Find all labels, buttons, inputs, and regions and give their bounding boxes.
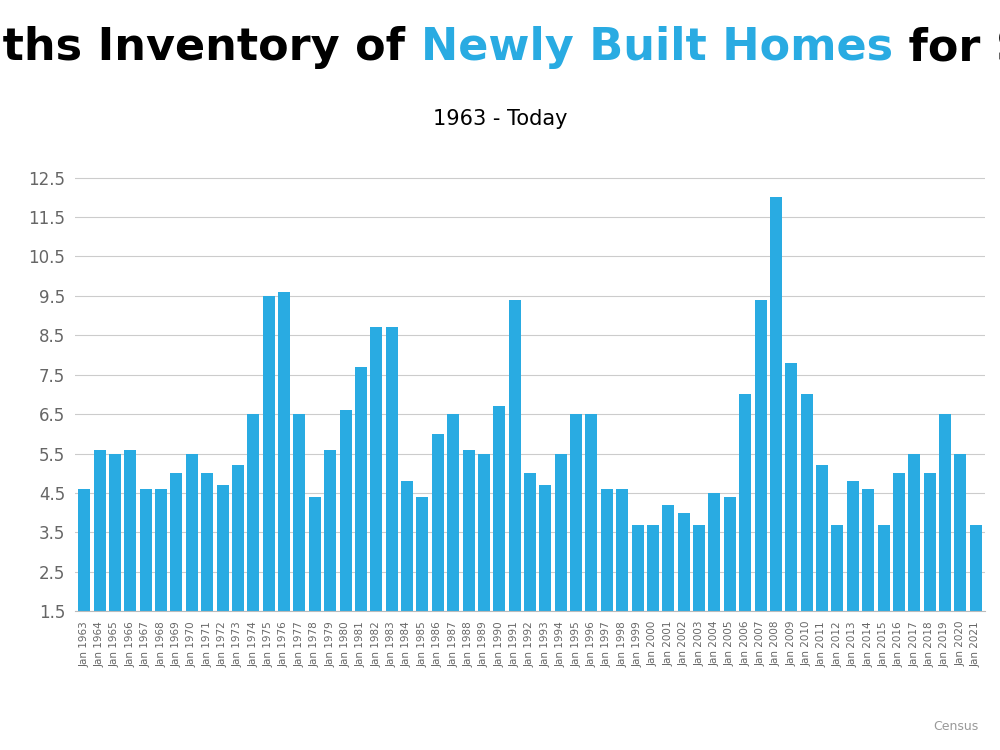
Bar — [370, 328, 382, 670]
Bar — [217, 485, 229, 670]
Bar — [770, 197, 782, 670]
Bar — [724, 497, 736, 670]
Bar — [924, 473, 936, 670]
Text: Census: Census — [933, 721, 978, 734]
Bar — [601, 489, 613, 670]
Bar — [539, 485, 551, 670]
Bar — [109, 454, 121, 670]
Bar — [201, 473, 213, 670]
Bar — [493, 406, 505, 670]
Bar — [140, 489, 152, 670]
Bar — [939, 414, 951, 670]
Bar — [616, 489, 628, 670]
Bar — [893, 473, 905, 670]
Bar — [862, 489, 874, 670]
Bar — [755, 300, 767, 670]
Bar — [693, 524, 705, 670]
Bar — [555, 454, 567, 670]
Text: 1963 - Today: 1963 - Today — [433, 109, 567, 129]
Bar — [478, 454, 490, 670]
Bar — [647, 524, 659, 670]
Bar — [293, 414, 305, 670]
Bar — [831, 524, 843, 670]
Bar — [585, 414, 597, 670]
Bar — [155, 489, 167, 670]
Bar — [124, 449, 136, 670]
Bar — [78, 489, 90, 670]
Bar — [524, 473, 536, 670]
Bar — [447, 414, 459, 670]
Bar — [263, 296, 275, 670]
Bar — [94, 449, 106, 670]
Bar — [170, 473, 182, 670]
Bar — [324, 449, 336, 670]
Bar — [878, 524, 890, 670]
Bar — [186, 454, 198, 670]
Bar — [309, 497, 321, 670]
Bar — [908, 454, 920, 670]
Bar — [678, 513, 690, 670]
Bar — [785, 363, 797, 670]
Bar — [401, 482, 413, 670]
Bar — [340, 410, 352, 670]
Bar — [247, 414, 259, 670]
Bar — [708, 493, 720, 670]
Bar — [632, 524, 644, 670]
Bar — [232, 466, 244, 670]
Bar — [570, 414, 582, 670]
Bar — [463, 449, 475, 670]
Bar — [416, 497, 428, 670]
Bar — [954, 454, 966, 670]
Bar — [278, 292, 290, 670]
Bar — [432, 433, 444, 670]
Text: Months Inventory of: Months Inventory of — [0, 26, 421, 69]
Bar — [509, 300, 521, 670]
Bar — [847, 482, 859, 670]
Bar — [801, 394, 813, 670]
Bar — [355, 367, 367, 670]
Text: for Sale: for Sale — [893, 26, 1000, 69]
Bar — [739, 394, 751, 670]
Bar — [970, 524, 982, 670]
Bar — [386, 328, 398, 670]
Bar — [662, 505, 674, 670]
Bar — [816, 466, 828, 670]
Text: Newly Built Homes: Newly Built Homes — [421, 26, 893, 69]
